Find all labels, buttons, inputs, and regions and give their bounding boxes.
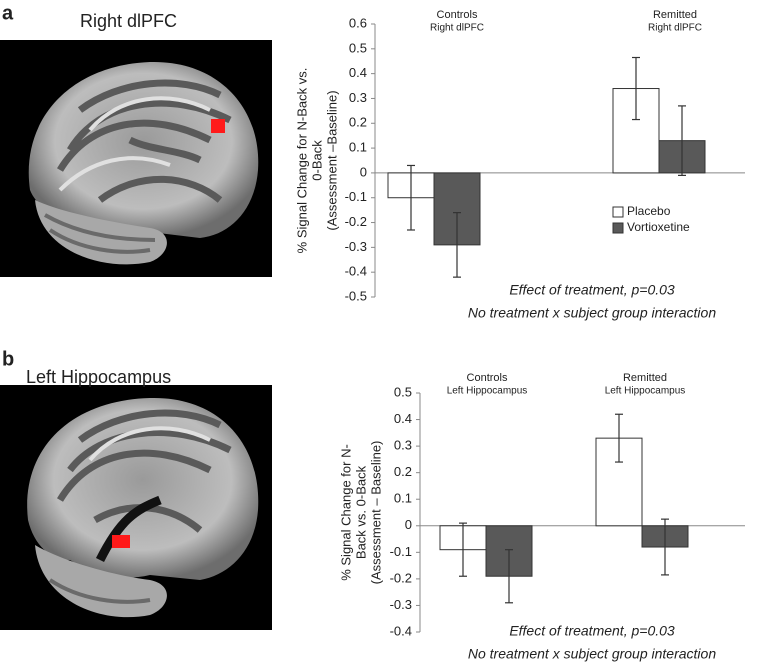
- y-axis-label-line: Back vs. 0-Back: [353, 465, 368, 559]
- group-sublabel: Right dlPFC: [430, 23, 484, 34]
- group-label: Remitted: [653, 9, 697, 21]
- annotation: Effect of treatment, p=0.03: [509, 282, 675, 298]
- y-tick-label: 0: [405, 517, 412, 532]
- y-tick-label: -0.1: [390, 544, 412, 559]
- y-tick-label: 0.2: [349, 115, 367, 130]
- y-tick-label: -0.2: [390, 570, 412, 585]
- panel-letter: b: [2, 348, 14, 370]
- group-sublabel: Left Hippocampus: [605, 386, 686, 397]
- error-bar: [678, 105, 686, 176]
- legend-label: Placebo: [627, 204, 671, 218]
- panel-letter: a: [2, 2, 14, 24]
- error-bar: [453, 212, 461, 278]
- y-tick-label: 0.6: [349, 15, 367, 30]
- y-tick-label: -0.4: [345, 264, 367, 279]
- error-bar: [505, 549, 513, 604]
- y-axis-label-line: % Signal Change for N-: [338, 444, 353, 581]
- y-tick-label: 0.1: [349, 140, 367, 155]
- group-label: Controls: [437, 9, 478, 21]
- error-bar: [632, 56, 640, 121]
- y-tick-label: -0.3: [345, 239, 367, 254]
- y-tick-label: -0.5: [345, 288, 367, 303]
- brain-image-b: [0, 385, 272, 630]
- error-bar: [661, 518, 669, 576]
- y-axis-label-line: (Assessment –Baseline): [324, 90, 339, 230]
- image-title: Left Hippocampus: [26, 367, 171, 387]
- y-tick-label: 0.1: [394, 491, 412, 506]
- y-tick-label: 0.4: [394, 411, 412, 426]
- error-bar: [407, 164, 415, 231]
- y-tick-label: 0.4: [349, 65, 367, 80]
- legend-swatch: [612, 222, 624, 234]
- y-tick-label: 0: [360, 164, 367, 179]
- y-tick-label: 0.3: [349, 90, 367, 105]
- group-label: Remitted: [623, 372, 667, 384]
- y-tick-label: -0.4: [390, 623, 412, 638]
- annotation: No treatment x subject group interaction: [468, 646, 716, 662]
- legend-swatch: [612, 206, 624, 218]
- y-axis-label-line: (Assessment – Baseline): [368, 441, 383, 585]
- error-bar: [459, 522, 467, 577]
- y-axis-label-line: % Signal Change for N-Back vs.: [294, 68, 309, 254]
- y-tick-label: -0.1: [345, 189, 367, 204]
- brain-image-a: [0, 40, 272, 277]
- y-tick-label: 0.3: [394, 438, 412, 453]
- y-tick-label: 0.5: [394, 384, 412, 399]
- y-tick-label: -0.2: [345, 214, 367, 229]
- error-bar: [615, 413, 623, 463]
- y-axis-label: % Signal Change for N-Back vs. 0-Back (Ass…: [294, 68, 339, 254]
- group-sublabel: Left Hippocampus: [447, 386, 528, 397]
- y-axis-label-line: 0-Back: [309, 140, 324, 181]
- y-tick-label: -0.3: [390, 597, 412, 612]
- legend-label: Vortioxetine: [627, 220, 690, 234]
- group-label: Controls: [467, 372, 508, 384]
- image-title: Right dlPFC: [80, 11, 177, 31]
- annotation: No treatment x subject group interaction: [468, 305, 716, 321]
- y-tick-label: 0.2: [394, 464, 412, 479]
- y-tick-label: 0.5: [349, 40, 367, 55]
- annotation: Effect of treatment, p=0.03: [509, 623, 675, 639]
- group-sublabel: Right dlPFC: [648, 23, 702, 34]
- y-axis-label: % Signal Change for N- Back vs. 0-Back (As…: [338, 441, 383, 585]
